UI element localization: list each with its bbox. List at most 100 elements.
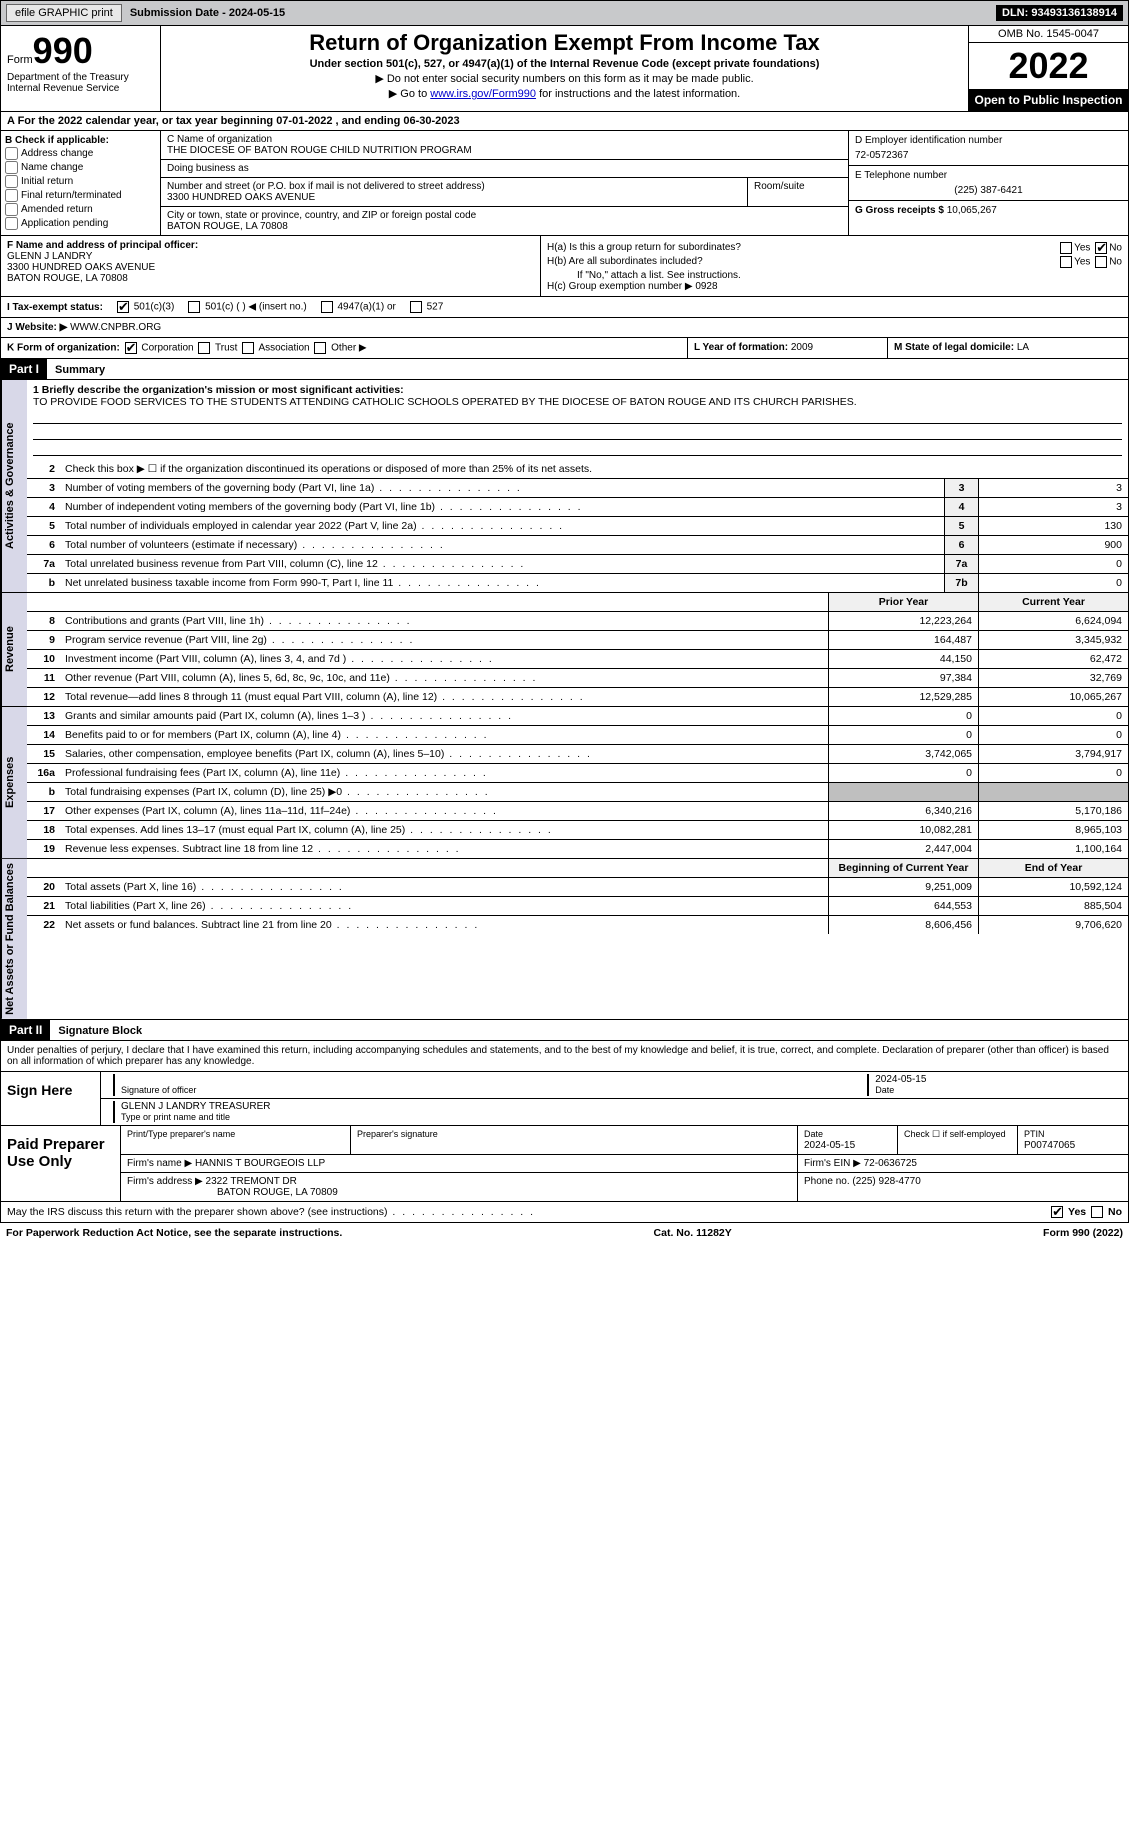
expense-row: 16aProfessional fundraising fees (Part I… xyxy=(27,764,1128,783)
gov-row: 3Number of voting members of the governi… xyxy=(27,479,1128,498)
website-row: J Website: ▶ WWW.CNPBR.ORG xyxy=(0,318,1129,338)
ha-label: H(a) Is this a group return for subordin… xyxy=(547,242,741,254)
part2-tag: Part II xyxy=(1,1020,50,1040)
revenue-row: 12Total revenue—add lines 8 through 11 (… xyxy=(27,688,1128,706)
line2: Check this box ▶ ☐ if the organization d… xyxy=(61,460,1128,478)
part2-title: Signature Block xyxy=(50,1022,150,1040)
cb-name-change[interactable]: Name change xyxy=(5,161,156,174)
firm-name: HANNIS T BOURGEOIS LLP xyxy=(195,1158,325,1169)
form-title: Return of Organization Exempt From Incom… xyxy=(165,30,964,56)
mission-text: TO PROVIDE FOOD SERVICES TO THE STUDENTS… xyxy=(33,396,857,408)
vtab-net: Net Assets or Fund Balances xyxy=(1,859,27,1019)
net-row: 20Total assets (Part X, line 16)9,251,00… xyxy=(27,878,1128,897)
phone-label: E Telephone number xyxy=(855,170,1122,181)
sig-declaration: Under penalties of perjury, I declare th… xyxy=(1,1041,1128,1071)
net-row: 21Total liabilities (Part X, line 26)644… xyxy=(27,897,1128,916)
hc-label: H(c) Group exemption number ▶ xyxy=(547,281,693,292)
gov-row: 7aTotal unrelated business revenue from … xyxy=(27,555,1128,574)
revenue-row: 8Contributions and grants (Part VIII, li… xyxy=(27,612,1128,631)
addr-label: Number and street (or P.O. box if mail i… xyxy=(167,181,741,192)
ein-value: 72-0572367 xyxy=(855,150,1122,161)
k-label: K Form of organization: xyxy=(7,343,120,354)
summary-net-assets: Net Assets or Fund Balances Beginning of… xyxy=(0,859,1129,1020)
addr-value: 3300 HUNDRED OAKS AVENUE xyxy=(167,192,741,203)
cb-final-return[interactable]: Final return/terminated xyxy=(5,189,156,202)
firm-ein: 72-0636725 xyxy=(864,1158,917,1169)
signature-section: Under penalties of perjury, I declare th… xyxy=(0,1041,1129,1202)
m-label: M State of legal domicile: xyxy=(894,342,1014,353)
firm-addr: 2322 TREMONT DR xyxy=(206,1176,297,1187)
cb-initial-return[interactable]: Initial return xyxy=(5,175,156,188)
efile-print-button[interactable]: efile GRAPHIC print xyxy=(6,4,122,22)
net-row: 22Net assets or fund balances. Subtract … xyxy=(27,916,1128,934)
department: Department of the Treasury Internal Reve… xyxy=(7,72,154,94)
summary-revenue: Revenue Prior YearCurrent Year 8Contribu… xyxy=(0,593,1129,707)
vtab-governance: Activities & Governance xyxy=(1,380,27,592)
gov-row: bNet unrelated business taxable income f… xyxy=(27,574,1128,592)
vtab-revenue: Revenue xyxy=(1,593,27,706)
officer-label: F Name and address of principal officer: xyxy=(7,240,198,251)
sig-name: GLENN J LANDRY TREASURER xyxy=(121,1101,271,1112)
mission-label: 1 Briefly describe the organization's mi… xyxy=(33,384,404,396)
subtitle-2: ▶ Do not enter social security numbers o… xyxy=(165,72,964,85)
officer-addr1: 3300 HUNDRED OAKS AVENUE xyxy=(7,262,155,273)
part1-header: Part ISummary xyxy=(0,359,1129,380)
expense-row: 14Benefits paid to or for members (Part … xyxy=(27,726,1128,745)
hdr-begin: Beginning of Current Year xyxy=(828,859,978,877)
expense-row: 15Salaries, other compensation, employee… xyxy=(27,745,1128,764)
row-a: A For the 2022 calendar year, or tax yea… xyxy=(0,112,1129,131)
hdr-end: End of Year xyxy=(978,859,1128,877)
revenue-row: 10Investment income (Part VIII, column (… xyxy=(27,650,1128,669)
sub3-post: for instructions and the latest informat… xyxy=(536,88,740,100)
firm-phone: (225) 928-4770 xyxy=(852,1176,920,1187)
summary-governance: Activities & Governance 1 Briefly descri… xyxy=(0,380,1129,593)
expense-row: 19Revenue less expenses. Subtract line 1… xyxy=(27,840,1128,858)
status-527: 527 xyxy=(427,302,444,313)
submission-date: Submission Date - 2024-05-15 xyxy=(130,7,285,19)
sub3-pre: ▶ Go to xyxy=(389,88,430,100)
cb-application-pending[interactable]: Application pending xyxy=(5,217,156,230)
phone-value: (225) 387-6421 xyxy=(855,185,1122,196)
cb-amended[interactable]: Amended return xyxy=(5,203,156,216)
status-501c3: 501(c)(3) xyxy=(134,302,175,313)
hdr-prior: Prior Year xyxy=(828,593,978,611)
sig-date: 2024-05-15 xyxy=(875,1074,926,1085)
l-value: 2009 xyxy=(791,342,813,353)
hb-note: If "No," attach a list. See instructions… xyxy=(547,270,1122,281)
gross-value: 10,065,267 xyxy=(947,205,997,216)
hdr-current: Current Year xyxy=(978,593,1128,611)
page-footer: For Paperwork Reduction Act Notice, see … xyxy=(0,1223,1129,1243)
revenue-row: 9Program service revenue (Part VIII, lin… xyxy=(27,631,1128,650)
footer-form: Form 990 (2022) xyxy=(1043,1227,1123,1239)
cb-address-change[interactable]: Address change xyxy=(5,147,156,160)
hb-label: H(b) Are all subordinates included? xyxy=(547,256,703,268)
officer-addr2: BATON ROUGE, LA 70808 xyxy=(7,273,128,284)
tax-status-row: I Tax-exempt status: 501(c)(3) 501(c) ( … xyxy=(0,297,1129,318)
name-label: C Name of organization xyxy=(167,134,842,145)
footer-left: For Paperwork Reduction Act Notice, see … xyxy=(6,1227,342,1239)
hc-value: 0928 xyxy=(695,281,717,292)
sig-officer-label: Signature of officer xyxy=(121,1085,196,1095)
gov-row: 6Total number of volunteers (estimate if… xyxy=(27,536,1128,555)
room-label: Room/suite xyxy=(748,178,848,206)
irs-link[interactable]: www.irs.gov/Form990 xyxy=(430,88,536,100)
part1-title: Summary xyxy=(47,361,113,379)
preparer-label: Paid Preparer Use Only xyxy=(1,1126,121,1201)
city-label: City or town, state or province, country… xyxy=(167,210,842,221)
expense-row: 17Other expenses (Part IX, column (A), l… xyxy=(27,802,1128,821)
ptin: P00747065 xyxy=(1024,1140,1075,1151)
org-name: THE DIOCESE OF BATON ROUGE CHILD NUTRITI… xyxy=(167,145,842,156)
dba-label: Doing business as xyxy=(167,163,842,174)
expense-row: 18Total expenses. Add lines 13–17 (must … xyxy=(27,821,1128,840)
revenue-row: 11Other revenue (Part VIII, column (A), … xyxy=(27,669,1128,688)
top-toolbar: efile GRAPHIC print Submission Date - 20… xyxy=(0,0,1129,26)
section-b-label: B Check if applicable: xyxy=(5,135,109,146)
tax-year: 2022 xyxy=(969,43,1128,89)
vtab-expenses: Expenses xyxy=(1,707,27,858)
part2-header: Part IISignature Block xyxy=(0,1020,1129,1041)
city-value: BATON ROUGE, LA 70808 xyxy=(167,221,842,232)
form-word: Form xyxy=(7,54,33,66)
inspection-notice: Open to Public Inspection xyxy=(969,89,1128,111)
status-501c: 501(c) ( ) ◀ (insert no.) xyxy=(205,302,307,313)
subtitle-1: Under section 501(c), 527, or 4947(a)(1)… xyxy=(165,58,964,70)
